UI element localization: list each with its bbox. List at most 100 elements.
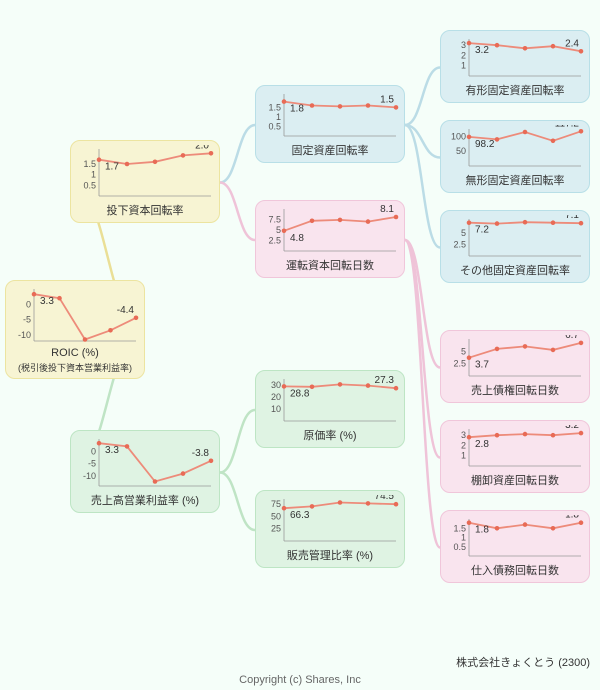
chart-sga: 25 50 75 66.3 74.5 bbox=[262, 495, 398, 545]
chart-ofa: 2.557.27.1 bbox=[447, 215, 583, 260]
node-opm: 0 -5 -10 3.3 -3.8 売上高営業利益率 (%) bbox=[70, 430, 220, 513]
svg-text:-10: -10 bbox=[18, 330, 31, 340]
node-title-apd: 仕入債務回転日数 bbox=[447, 562, 583, 578]
svg-text:1: 1 bbox=[276, 112, 281, 122]
chart-ard: 2.5 5 3.7 6.7 bbox=[447, 335, 583, 380]
svg-text:5: 5 bbox=[461, 346, 466, 356]
svg-text:1.5: 1.5 bbox=[453, 523, 466, 533]
chart-tfa: 1233.22.4 bbox=[447, 35, 583, 80]
node-title-opm: 売上高営業利益率 (%) bbox=[77, 492, 213, 508]
svg-text:2.0: 2.0 bbox=[195, 145, 209, 151]
svg-text:3.3: 3.3 bbox=[105, 445, 119, 456]
svg-text:3: 3 bbox=[461, 40, 466, 50]
svg-text:1.8: 1.8 bbox=[475, 525, 489, 536]
copyright-label: Copyright (c) Shares, Inc bbox=[0, 674, 600, 686]
node-ifa: 5010098.2117.2無形固定資産回転率 bbox=[440, 120, 590, 193]
node-title-wcd: 運転資本回転日数 bbox=[262, 257, 398, 273]
node-ard: 2.553.76.7売上債権回転日数 bbox=[440, 330, 590, 403]
company-label: 株式会社きょくとう (2300) bbox=[456, 654, 590, 670]
svg-text:5: 5 bbox=[276, 225, 281, 235]
svg-text:2.5: 2.5 bbox=[268, 236, 281, 246]
svg-text:2: 2 bbox=[461, 440, 466, 450]
node-ict: 0.511.5 1.7 2.0 投下資本回転率 bbox=[70, 140, 220, 223]
node-tfa: 1233.22.4有形固定資産回転率 bbox=[440, 30, 590, 103]
svg-text:8.1: 8.1 bbox=[380, 205, 394, 215]
svg-text:2.5: 2.5 bbox=[453, 239, 466, 249]
node-sga: 25 50 75 66.3 74.5 販売管理比率 (%) bbox=[255, 490, 405, 568]
chart-opm: 0 -5 -10 3.3 -3.8 bbox=[77, 435, 213, 490]
node-invd: 123 2.8 3.2 棚卸資産回転日数 bbox=[440, 420, 590, 493]
node-title-fat: 固定資産回転率 bbox=[262, 142, 398, 158]
node-title-tfa: 有形固定資産回転率 bbox=[447, 82, 583, 98]
node-apd: 0.511.5 1.8 1.8 仕入債務回転日数 bbox=[440, 510, 590, 583]
svg-text:117.2: 117.2 bbox=[555, 125, 580, 129]
node-title-ifa: 無形固定資産回転率 bbox=[447, 172, 583, 188]
chart-cogs: 10 20 30 28.8 27.3 bbox=[262, 375, 398, 425]
chart-wcd: 2.557.5 4.8 8.1 bbox=[262, 205, 398, 255]
chart-roic: 0 -5 -10 3.3 -4.4 bbox=[12, 285, 138, 345]
svg-text:1: 1 bbox=[91, 170, 96, 180]
node-subtitle-roic: (税引後投下資本営業利益率) bbox=[12, 361, 138, 374]
svg-text:75: 75 bbox=[271, 499, 281, 509]
node-ofa: 2.557.27.1その他固定資産回転率 bbox=[440, 210, 590, 283]
svg-text:-5: -5 bbox=[23, 315, 31, 325]
svg-text:27.3: 27.3 bbox=[375, 375, 395, 386]
svg-text:50: 50 bbox=[456, 146, 466, 156]
node-title-cogs: 原価率 (%) bbox=[262, 427, 398, 443]
svg-text:2: 2 bbox=[461, 50, 466, 60]
svg-text:25: 25 bbox=[271, 524, 281, 534]
node-roic: 0 -5 -10 3.3 -4.4 ROIC (%) (税引後投下資本営業利益率) bbox=[5, 280, 145, 379]
svg-text:3: 3 bbox=[461, 430, 466, 440]
svg-text:0.5: 0.5 bbox=[268, 121, 281, 131]
node-title-roic: ROIC (%) bbox=[12, 347, 138, 359]
svg-text:0: 0 bbox=[91, 446, 96, 456]
svg-text:2.8: 2.8 bbox=[475, 439, 489, 450]
svg-text:1.5: 1.5 bbox=[380, 94, 394, 105]
svg-text:1.7: 1.7 bbox=[105, 162, 119, 173]
chart-invd: 123 2.8 3.2 bbox=[447, 425, 583, 470]
node-title-ict: 投下資本回転率 bbox=[77, 202, 213, 218]
svg-text:1.5: 1.5 bbox=[268, 102, 281, 112]
node-wcd: 2.557.5 4.8 8.1 運転資本回転日数 bbox=[255, 200, 405, 278]
svg-text:3.7: 3.7 bbox=[475, 360, 489, 371]
svg-text:66.3: 66.3 bbox=[290, 510, 310, 521]
chart-apd: 0.511.5 1.8 1.8 bbox=[447, 515, 583, 560]
svg-text:10: 10 bbox=[271, 404, 281, 414]
svg-text:3.2: 3.2 bbox=[475, 45, 489, 56]
svg-text:0.5: 0.5 bbox=[453, 542, 466, 552]
svg-text:3.3: 3.3 bbox=[40, 296, 54, 307]
svg-text:1: 1 bbox=[461, 451, 466, 461]
svg-text:28.8: 28.8 bbox=[290, 388, 310, 399]
node-title-ofa: その他固定資産回転率 bbox=[447, 262, 583, 278]
svg-text:2.5: 2.5 bbox=[453, 359, 466, 369]
svg-text:7.2: 7.2 bbox=[475, 225, 489, 236]
chart-ict: 0.511.5 1.7 2.0 bbox=[77, 145, 213, 200]
node-cogs: 10 20 30 28.8 27.3 原価率 (%) bbox=[255, 370, 405, 448]
svg-text:0: 0 bbox=[26, 299, 31, 309]
svg-text:100: 100 bbox=[451, 131, 466, 141]
svg-text:1.8: 1.8 bbox=[565, 515, 579, 521]
node-title-sga: 販売管理比率 (%) bbox=[262, 547, 398, 563]
svg-text:1.5: 1.5 bbox=[83, 159, 96, 169]
svg-text:20: 20 bbox=[271, 392, 281, 402]
svg-text:-10: -10 bbox=[83, 471, 96, 481]
svg-text:50: 50 bbox=[271, 511, 281, 521]
svg-text:4.8: 4.8 bbox=[290, 233, 304, 244]
svg-text:74.5: 74.5 bbox=[375, 495, 395, 502]
svg-text:2.4: 2.4 bbox=[565, 38, 579, 49]
svg-text:0.5: 0.5 bbox=[83, 180, 96, 190]
node-title-invd: 棚卸資産回転日数 bbox=[447, 472, 583, 488]
svg-text:7.1: 7.1 bbox=[565, 215, 579, 221]
svg-text:6.7: 6.7 bbox=[565, 335, 579, 341]
svg-text:-5: -5 bbox=[88, 459, 96, 469]
node-fat: 0.511.51.81.5固定資産回転率 bbox=[255, 85, 405, 163]
svg-text:-4.4: -4.4 bbox=[117, 305, 135, 316]
svg-text:1.8: 1.8 bbox=[290, 104, 304, 115]
svg-text:30: 30 bbox=[271, 380, 281, 390]
svg-text:3.2: 3.2 bbox=[565, 425, 579, 431]
svg-text:1: 1 bbox=[461, 533, 466, 543]
chart-ifa: 5010098.2117.2 bbox=[447, 125, 583, 170]
svg-text:7.5: 7.5 bbox=[268, 215, 281, 225]
svg-text:-3.8: -3.8 bbox=[192, 448, 210, 459]
chart-fat: 0.511.51.81.5 bbox=[262, 90, 398, 140]
